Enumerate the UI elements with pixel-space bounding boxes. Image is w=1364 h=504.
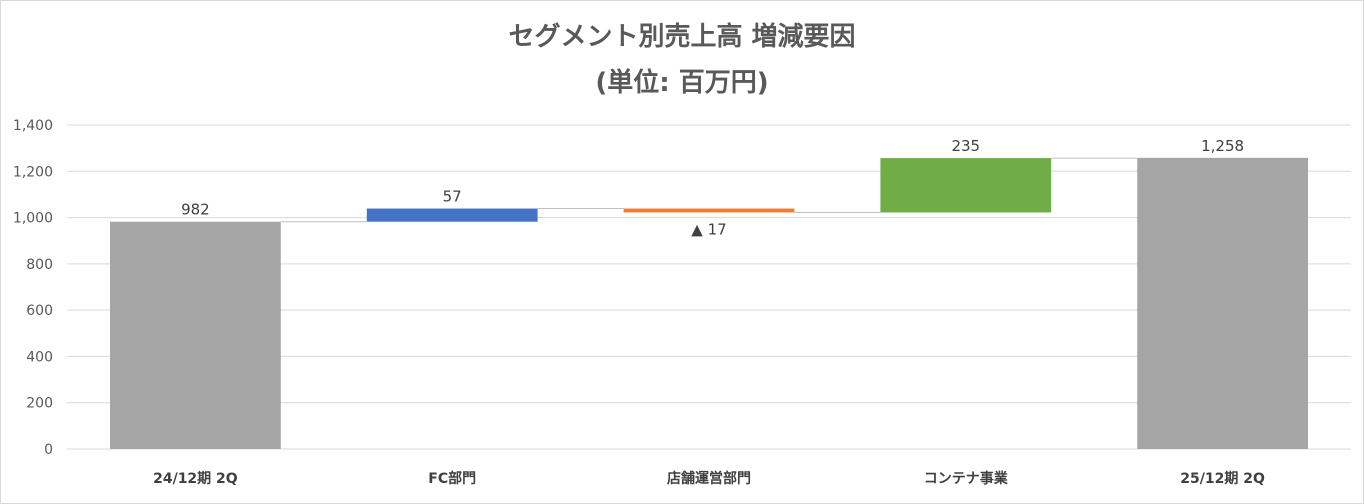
y-axis-ticks: 0 200 400 600 800 1,000 1,200 1,400 bbox=[13, 118, 53, 458]
x-axis-categories: 24/12期 2Q FC部門 店舗運営部門 コンテナ事業 25/12期 2Q bbox=[153, 470, 1265, 487]
category-label: コンテナ事業 bbox=[924, 470, 1009, 487]
data-label: ▲ 17 bbox=[691, 220, 726, 238]
data-label: 982 bbox=[181, 201, 210, 219]
chart-title-line2: (単位: 百万円) bbox=[595, 67, 768, 98]
data-labels: 982 57 ▲ 17 235 1,258 bbox=[181, 137, 1244, 239]
y-tick-label: 1,400 bbox=[13, 118, 53, 134]
chart-title-line1: セグメント別売上高 増減要因 bbox=[508, 21, 855, 52]
bars bbox=[110, 157, 1308, 449]
y-tick-label: 400 bbox=[26, 349, 53, 365]
y-tick-label: 1,000 bbox=[13, 211, 53, 227]
category-label: 24/12期 2Q bbox=[153, 471, 238, 487]
bar-2 bbox=[623, 208, 795, 213]
y-tick-label: 200 bbox=[26, 396, 53, 412]
bar-3 bbox=[880, 158, 1052, 213]
y-tick-label: 800 bbox=[26, 257, 53, 273]
data-label: 57 bbox=[443, 188, 462, 206]
y-tick-label: 0 bbox=[44, 442, 53, 458]
bar-0 bbox=[110, 221, 281, 449]
bar-1 bbox=[366, 208, 538, 222]
data-label: 1,258 bbox=[1201, 137, 1244, 155]
data-label: 235 bbox=[951, 137, 980, 155]
y-tick-label: 600 bbox=[26, 303, 53, 319]
gridlines bbox=[67, 124, 1351, 450]
y-tick-label: 1,200 bbox=[13, 164, 53, 180]
category-label: 25/12期 2Q bbox=[1180, 471, 1265, 487]
bar-4 bbox=[1137, 157, 1308, 449]
connectors bbox=[280, 157, 1138, 223]
category-label: 店舗運営部門 bbox=[667, 470, 751, 487]
category-label: FC部門 bbox=[428, 470, 476, 487]
